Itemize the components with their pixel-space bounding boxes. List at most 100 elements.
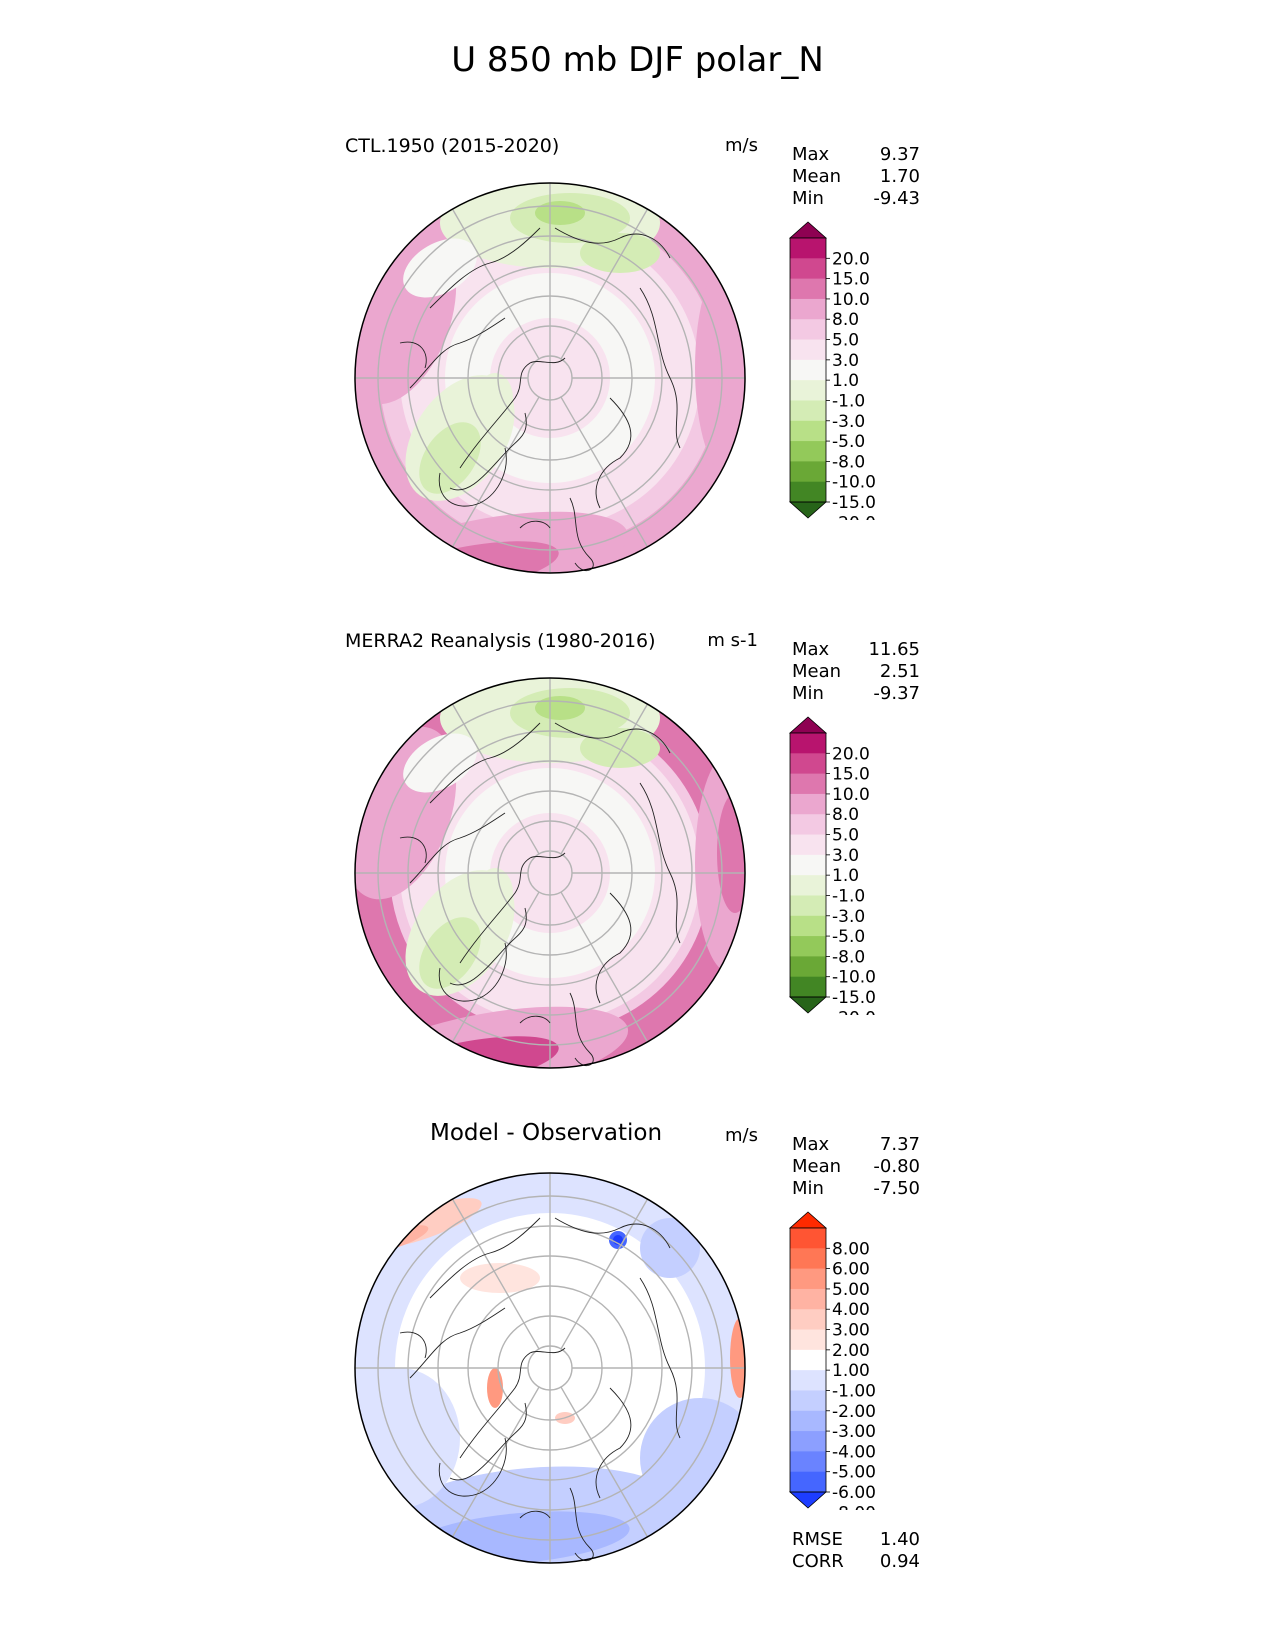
stat-label: Max (792, 144, 830, 165)
colorbar-frame (789, 1227, 827, 1493)
panel-1-colorbar: 20.015.010.08.05.03.01.0-1.0-3.0-5.0-8.0… (788, 221, 876, 520)
coastline (459, 852, 566, 964)
stat-label: Mean (792, 166, 842, 187)
stat-row-mean: Mean 1.70 (792, 166, 920, 188)
colorbar-tick-label: -3.0 (832, 412, 865, 432)
colorbar-segment (790, 1329, 826, 1351)
contour-region (477, 868, 513, 918)
colorbar-tick-label: 1.0 (832, 371, 859, 391)
coastline (399, 836, 427, 864)
coastline (639, 1277, 681, 1439)
stat-value: 2.51 (879, 661, 920, 682)
contour-region (535, 696, 585, 720)
stat-value: -7.50 (873, 1178, 920, 1199)
coastline (438, 1437, 507, 1497)
coastline (449, 907, 527, 986)
stat-row-mean: Mean -0.80 (792, 1156, 920, 1178)
colorbar-segment (790, 733, 826, 754)
meridian (451, 396, 540, 548)
colorbar-frame (789, 237, 827, 503)
contour-region (419, 917, 481, 989)
contour-region (487, 1368, 503, 1408)
panel-3-map (354, 1172, 746, 1564)
panel-1-stats: Max 9.37 Mean 1.70 Min -9.43 (792, 144, 920, 210)
coastline (554, 227, 671, 259)
stat-label: Mean (792, 1156, 842, 1177)
stat-label: CORR (792, 1551, 844, 1572)
map-field (355, 1173, 745, 1563)
stat-row-max: Max 7.37 (792, 1134, 920, 1156)
coastline (438, 942, 507, 1002)
colorbar-tick-label: -3.00 (832, 1422, 876, 1442)
colorbar-segment (790, 1370, 826, 1391)
stat-value: 9.37 (879, 144, 920, 165)
colorbar-segment (790, 1288, 826, 1310)
meridian (560, 891, 649, 1043)
stat-value: -9.43 (873, 188, 920, 209)
contour-region (460, 1263, 540, 1293)
panel-1-title: CTL.1950 (2015-2020) (345, 135, 560, 157)
colorbar-segment (790, 461, 826, 483)
coastline (449, 412, 527, 491)
panel-3-units: m/s (725, 1125, 758, 1146)
coastline (399, 1331, 427, 1359)
colorbar-tick-label: 6.00 (832, 1260, 870, 1280)
coastline (459, 1347, 566, 1459)
contour-region (403, 238, 477, 298)
colorbar-tick-label: 1.0 (832, 866, 859, 886)
contour-region (477, 373, 513, 423)
stat-label: Max (792, 1134, 830, 1155)
colorbar-segment (790, 298, 826, 320)
colorbar-segment (790, 854, 826, 876)
coastline (595, 892, 632, 1004)
coastline (429, 722, 541, 804)
stat-label: Min (792, 683, 824, 704)
colorbar-tick-label: -3.0 (832, 907, 865, 927)
panel-2-units: m s-1 (707, 630, 758, 651)
colorbar-tick-label: -5.00 (832, 1463, 876, 1483)
meridian (451, 703, 540, 855)
coastline (519, 520, 551, 529)
stat-row-min: Min -9.43 (792, 188, 920, 210)
colorbar-segment (790, 1471, 826, 1493)
panel-2-colorbar: 20.015.010.08.05.03.01.0-1.0-3.0-5.0-8.0… (788, 716, 876, 1015)
colorbar-segment (790, 773, 826, 795)
colorbar-segment (790, 339, 826, 361)
colorbar-segment (790, 1410, 826, 1432)
colorbar-tick-label: 3.0 (832, 846, 859, 866)
colorbar-tick-label: 4.00 (832, 1300, 870, 1320)
coastline (409, 1307, 506, 1379)
colorbar-segment (790, 1228, 826, 1249)
contour-region (419, 422, 481, 494)
colorbar-frame (789, 732, 827, 998)
colorbar-segment (790, 400, 826, 422)
stat-value: -0.80 (873, 1156, 920, 1177)
stat-row-max: Max 11.65 (792, 639, 920, 661)
meridian (451, 208, 540, 360)
colorbar-tick-label: -8.00 (832, 1503, 876, 1510)
stat-value: 1.40 (879, 1529, 920, 1550)
colorbar-tick-label: 20.0 (832, 249, 870, 269)
colorbar-tick-label: -6.00 (832, 1483, 876, 1503)
colorbar-extend-min (788, 501, 828, 519)
stat-row-min: Min -7.50 (792, 1178, 920, 1200)
stat-value: 1.70 (879, 166, 920, 187)
panel-3-title: Model - Observation (430, 1120, 663, 1146)
colorbar-segment (790, 915, 826, 937)
contour-region (640, 1398, 745, 1518)
meridian (451, 1386, 540, 1538)
colorbar-tick-label: 1.00 (832, 1361, 870, 1381)
stat-label: Max (792, 639, 830, 660)
meridian (560, 396, 649, 548)
colorbar-tick-label: 15.0 (832, 270, 870, 290)
contour-region (580, 233, 660, 273)
stat-value: 7.37 (879, 1134, 920, 1155)
stat-label: Min (792, 1178, 824, 1199)
colorbar-segment (790, 976, 826, 998)
coastlines (399, 227, 681, 572)
colorbar-tick-label: 5.0 (832, 331, 859, 351)
panel-2-title: MERRA2 Reanalysis (1980-2016) (345, 630, 656, 652)
colorbar-segment (790, 1309, 826, 1331)
colorbar-extend-min (788, 996, 828, 1014)
coastline (409, 812, 506, 884)
